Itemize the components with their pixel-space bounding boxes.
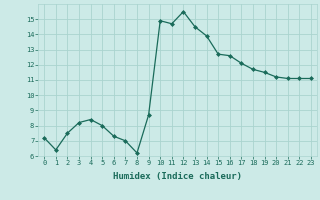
X-axis label: Humidex (Indice chaleur): Humidex (Indice chaleur) <box>113 172 242 181</box>
